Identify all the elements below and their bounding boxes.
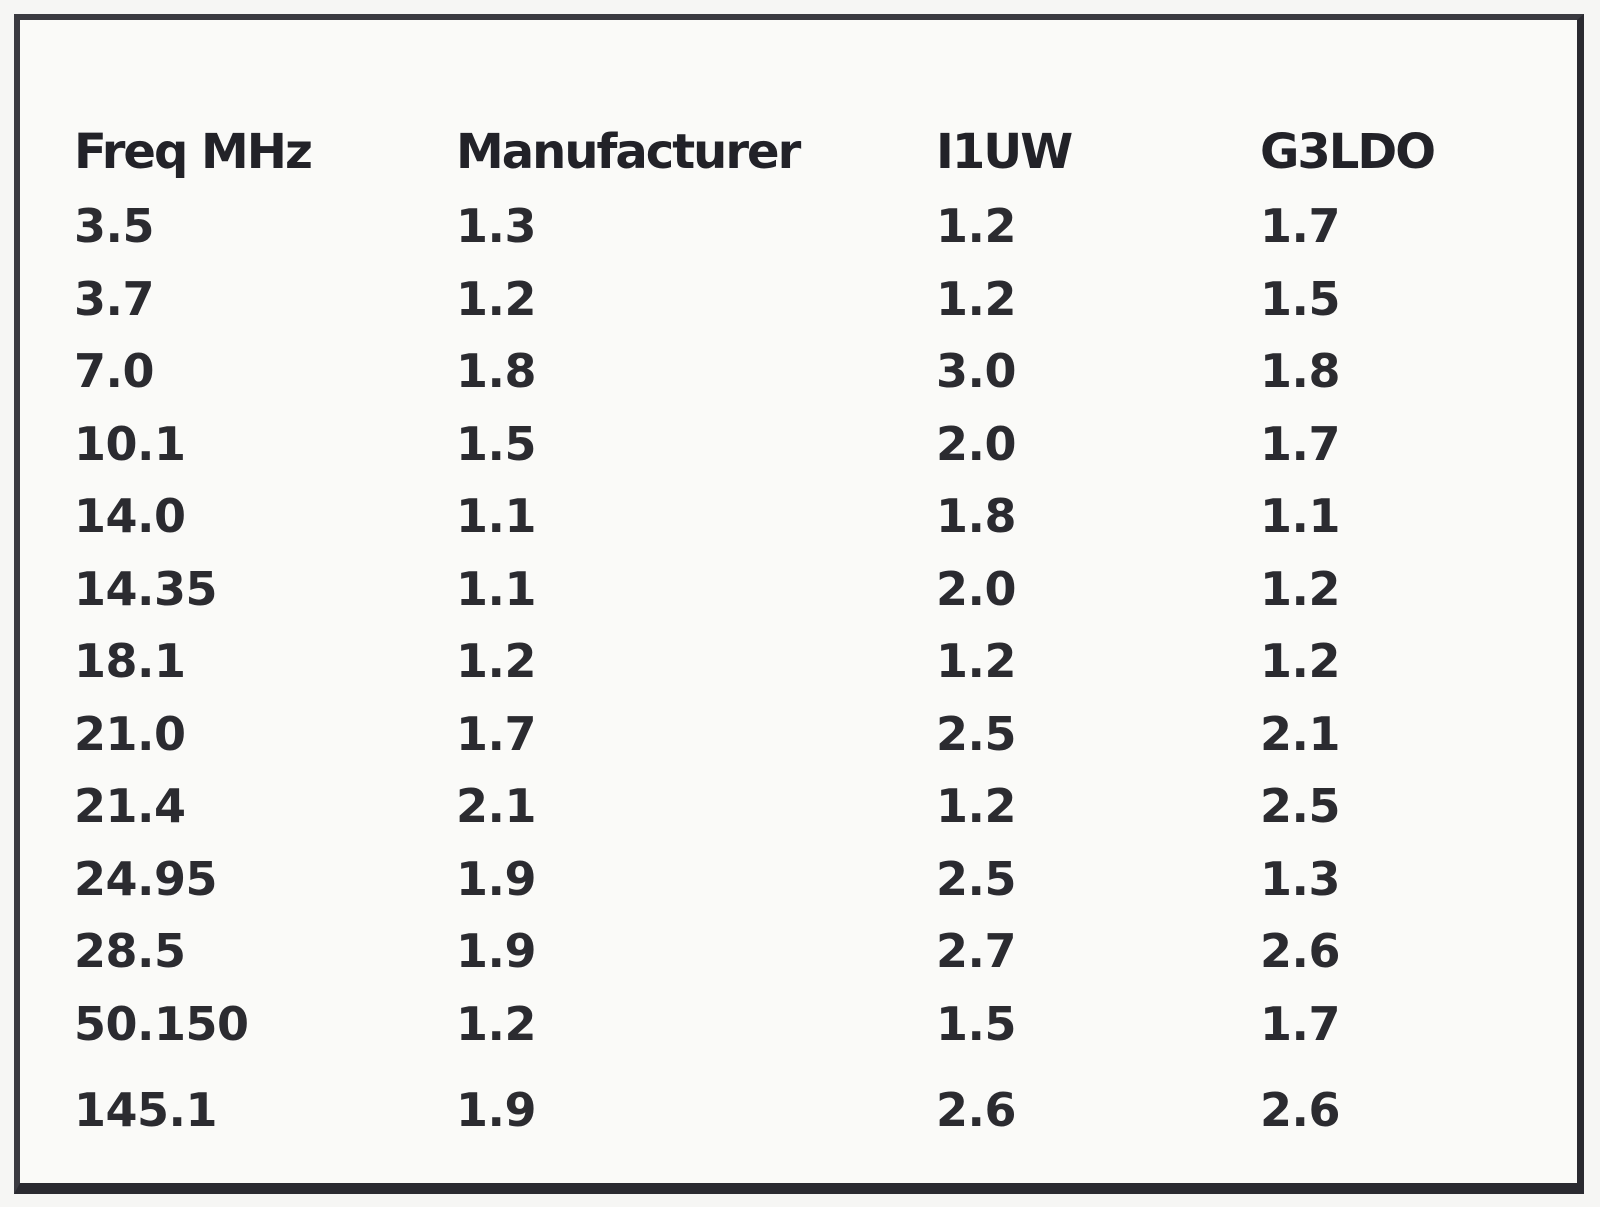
manufacturer-cell: 1.1 [456, 489, 537, 543]
g3ldo-cell: 1.7 [1260, 199, 1341, 253]
manufacturer-cell: 2.1 [456, 779, 537, 833]
freq-cell: 21.0 [74, 706, 186, 761]
freq-cell: 10.1 [74, 416, 186, 471]
i1uw-cell: 2.7 [936, 924, 1017, 978]
freq-cell: 21.4 [74, 779, 186, 833]
table-frame: Freq MHz Manufacturer I1UW G3LDO 3.5 1.3 1… [14, 14, 1584, 1194]
i1uw-cell: 1.2 [936, 634, 1017, 688]
manufacturer-cell: 1.9 [456, 851, 537, 906]
manufacturer-cell: 1.9 [456, 1083, 537, 1137]
manufacturer-cell: 1.3 [456, 199, 537, 253]
g3ldo-cell: 1.1 [1260, 489, 1341, 543]
freq-cell: 14.35 [74, 561, 218, 616]
freq-cell: 24.95 [74, 851, 218, 906]
manufacturer-cell: 1.2 [456, 996, 537, 1051]
i1uw-cell: 2.6 [936, 1083, 1017, 1137]
g3ldo-cell: 2.5 [1260, 779, 1341, 833]
header-manufacturer: Manufacturer [456, 124, 801, 180]
i1uw-cell: 2.5 [936, 706, 1017, 761]
g3ldo-cell: 1.3 [1260, 851, 1341, 906]
g3ldo-cell: 1.2 [1260, 561, 1341, 616]
g3ldo-cell: 1.2 [1260, 634, 1341, 688]
manufacturer-cell: 1.9 [456, 924, 537, 978]
g3ldo-cell: 2.6 [1260, 924, 1341, 978]
g3ldo-cell: 2.1 [1260, 706, 1341, 761]
manufacturer-cell: 1.8 [456, 344, 537, 398]
freq-cell: 3.5 [74, 199, 155, 253]
header-g3ldo: G3LDO [1260, 124, 1436, 180]
g3ldo-cell: 1.5 [1260, 271, 1341, 326]
freq-cell: 7.0 [74, 344, 155, 398]
i1uw-cell: 1.2 [936, 779, 1017, 833]
i1uw-cell: 2.0 [936, 416, 1017, 471]
g3ldo-cell: 1.8 [1260, 344, 1341, 398]
manufacturer-cell: 1.2 [456, 634, 537, 688]
freq-cell: 145.1 [74, 1083, 218, 1137]
g3ldo-cell: 1.7 [1260, 996, 1341, 1051]
i1uw-cell: 1.2 [936, 271, 1017, 326]
i1uw-cell: 1.5 [936, 996, 1017, 1051]
freq-cell: 14.0 [74, 489, 186, 543]
freq-cell: 3.7 [74, 271, 155, 326]
manufacturer-cell: 1.1 [456, 561, 537, 616]
i1uw-cell: 3.0 [936, 344, 1017, 398]
manufacturer-cell: 1.7 [456, 706, 537, 761]
header-freq: Freq MHz [74, 124, 313, 180]
freq-cell: 18.1 [74, 634, 186, 688]
i1uw-cell: 1.2 [936, 199, 1017, 253]
header-i1uw: I1UW [936, 124, 1073, 180]
g3ldo-cell: 2.6 [1260, 1083, 1341, 1137]
g3ldo-cell: 1.7 [1260, 416, 1341, 471]
freq-cell: 28.5 [74, 924, 186, 978]
freq-cell: 50.150 [74, 996, 249, 1051]
i1uw-cell: 2.5 [936, 851, 1017, 906]
i1uw-cell: 2.0 [936, 561, 1017, 616]
i1uw-cell: 1.8 [936, 489, 1017, 543]
manufacturer-cell: 1.5 [456, 416, 537, 471]
manufacturer-cell: 1.2 [456, 271, 537, 326]
